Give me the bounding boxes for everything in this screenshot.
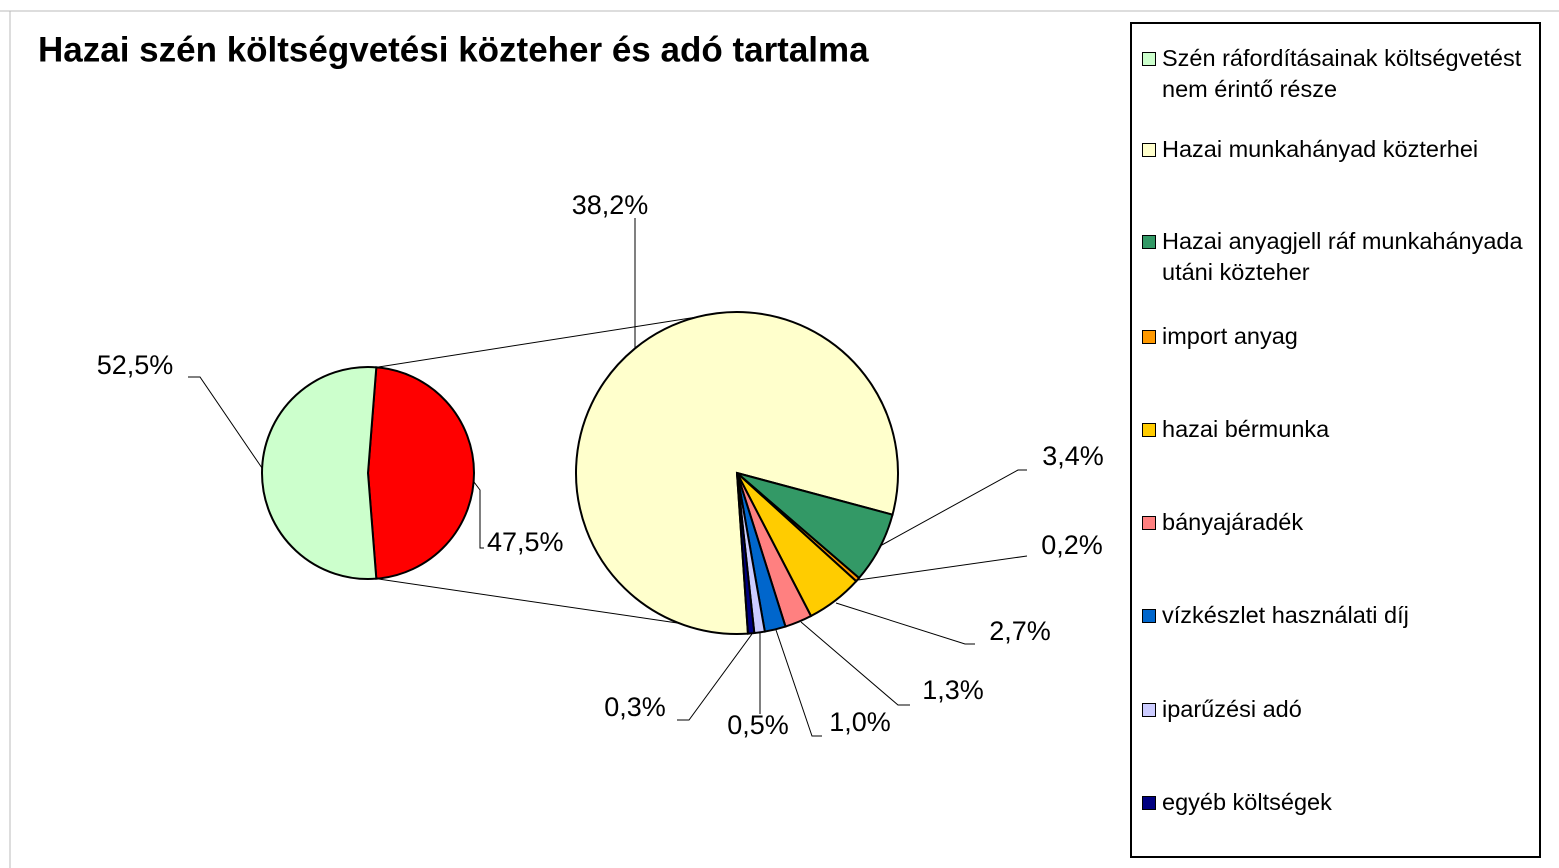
leader-line	[835, 602, 975, 645]
leader-line	[879, 469, 1027, 547]
pie-slice	[261, 366, 378, 580]
leader-line	[800, 621, 910, 706]
legend-label: Hazai munkahányad közterhei	[1162, 136, 1479, 162]
legend-label: Szén ráfordításainak költségvetést nem é…	[1162, 45, 1522, 102]
data-label: 0,5%	[727, 710, 789, 740]
data-label: 52,5%	[97, 350, 174, 380]
data-label: 47,5%	[487, 527, 564, 557]
legend-swatch	[1142, 235, 1156, 249]
leader-line	[473, 481, 484, 549]
legend-label: iparűzési adó	[1162, 696, 1302, 722]
data-label: 0,3%	[604, 692, 666, 722]
data-label: 3,4%	[1042, 441, 1104, 471]
legend: Szén ráfordításainak költségvetést nem é…	[1130, 22, 1541, 858]
legend-label: egyéb költségek	[1162, 789, 1332, 815]
leader-line	[857, 555, 1028, 581]
legend-label: vízkészlet használati díj	[1162, 602, 1409, 628]
connector-line	[376, 578, 719, 630]
legend-swatch	[1142, 703, 1156, 717]
legend-swatch	[1142, 52, 1156, 66]
legend-label: Hazai anyagjell ráf munkahányada utáni k…	[1162, 228, 1523, 285]
data-label: 0,2%	[1041, 530, 1103, 560]
pie-slice	[736, 472, 756, 635]
legend-swatch	[1142, 423, 1156, 437]
chart-title: Hazai szén költségvetési közteher és adó…	[38, 30, 869, 69]
legend-label: bányajáradék	[1162, 509, 1304, 535]
legend-label: import anyag	[1162, 323, 1298, 349]
data-label: 1,0%	[829, 707, 891, 737]
legend-swatch	[1142, 143, 1156, 157]
leader-line	[677, 633, 753, 721]
data-label: 1,3%	[922, 675, 984, 705]
legend-swatch	[1142, 516, 1156, 530]
data-label: 38,2%	[572, 190, 649, 220]
legend-swatch	[1142, 609, 1156, 623]
legend-label: hazai bérmunka	[1162, 416, 1330, 442]
pie-slice	[366, 366, 475, 580]
pie-slice	[575, 311, 899, 635]
legend-swatch	[1142, 796, 1156, 810]
data-label: 2,7%	[989, 616, 1051, 646]
leader-line	[188, 376, 263, 469]
legend-swatch	[1142, 330, 1156, 344]
leader-line	[775, 629, 822, 737]
connector-line	[376, 316, 698, 368]
